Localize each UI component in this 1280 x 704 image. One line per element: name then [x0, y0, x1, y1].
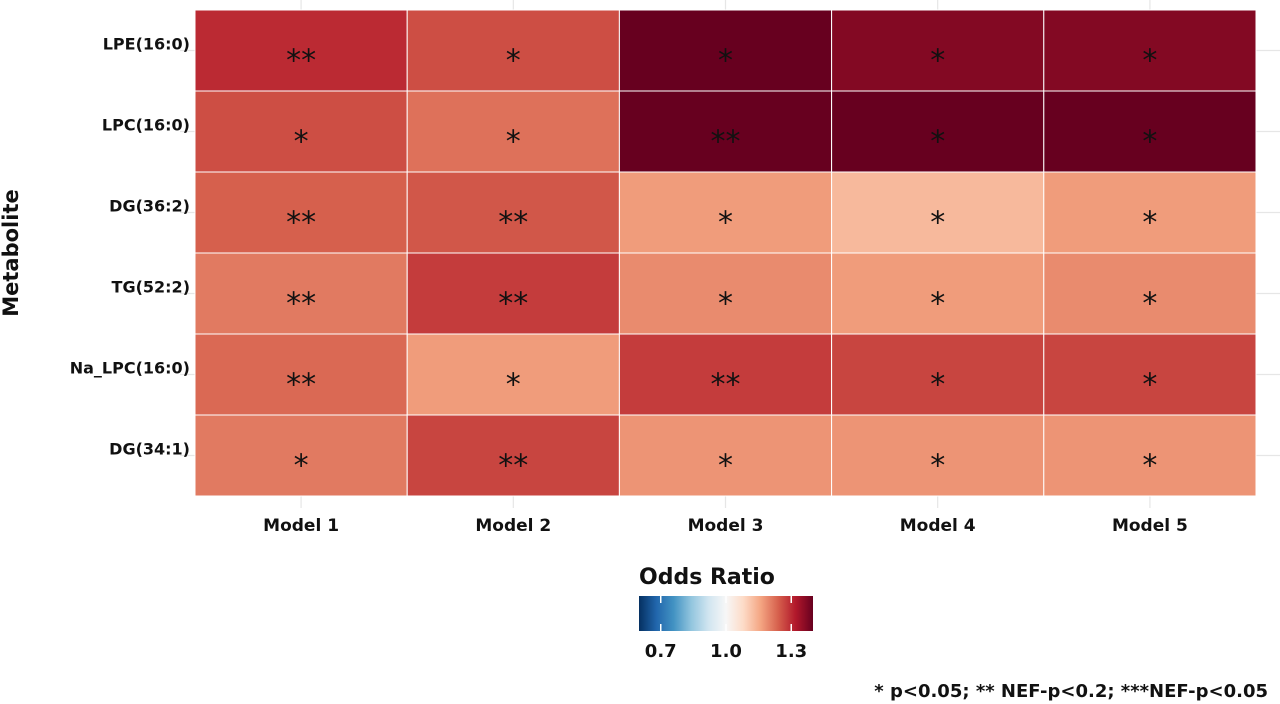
y-axis-ticks: LPE(16:0) LPC(16:0) DG(36:2) TG(52:2) Na_LPC… [70, 35, 190, 459]
heatmap-cell [831, 333, 1045, 416]
cell-annotation: * [1142, 449, 1157, 484]
cell-annotation: * [930, 287, 945, 322]
heatmap-cell [194, 171, 408, 254]
cell-annotation: * [930, 206, 945, 241]
heatmap-cell [194, 333, 408, 416]
heatmap-cell [618, 171, 833, 254]
legend-tick-label: 0.7 [645, 641, 677, 662]
heatmap-cell [831, 171, 1045, 254]
heatmap-cell [406, 414, 620, 497]
heatmap-cell [194, 252, 408, 335]
legend-title: Odds Ratio [639, 565, 775, 590]
cell-annotation: ** [498, 287, 528, 322]
cell-annotation: ** [286, 206, 316, 241]
cell-annotation: * [930, 44, 945, 79]
cell-annotation: ** [498, 449, 528, 484]
cell-annotation: * [718, 449, 733, 484]
y-tick-label: DG(36:2) [109, 197, 190, 216]
heatmap-cell [1043, 90, 1257, 173]
x-tick-label: Model 2 [475, 516, 551, 536]
cell-annotation: ** [286, 287, 316, 322]
footnote: * p<0.05; ** NEF-p<0.2; ***NEF-p<0.05 [874, 681, 1268, 702]
cell-annotation: * [506, 125, 521, 160]
cell-annotation: * [718, 44, 733, 79]
heatmap-cell [406, 171, 620, 254]
cell-annotation: * [930, 449, 945, 484]
y-tick-label: DG(34:1) [109, 440, 190, 459]
x-tick-label: Model 5 [1112, 516, 1188, 536]
y-tick-label: LPE(16:0) [103, 35, 190, 54]
y-tick-label: TG(52:2) [112, 278, 190, 297]
heatmap-cell [194, 90, 408, 173]
cell-annotation: ** [711, 368, 741, 403]
heatmap-cell [618, 333, 833, 416]
heatmap-cell [831, 414, 1045, 497]
cell-annotation: ** [711, 125, 741, 160]
cell-annotation: * [1142, 206, 1157, 241]
cell-annotation: ** [286, 44, 316, 79]
y-tick-label: LPC(16:0) [102, 116, 190, 135]
cell-annotation: * [1142, 368, 1157, 403]
y-axis-label: Metabolite [0, 189, 23, 317]
cell-annotation: * [718, 206, 733, 241]
heatmap-cell [194, 9, 408, 92]
cell-annotation: * [1142, 287, 1157, 322]
significance-annotations: ** * * * ** * ** * *** ** * * *** ** * * *** * ** * ** ** * * * [286, 44, 1157, 484]
heatmap-cell [1043, 171, 1257, 254]
heatmap-cell [1043, 414, 1257, 497]
cell-annotation: * [930, 125, 945, 160]
cell-annotation: * [294, 125, 309, 160]
heatmap-cells [194, 9, 1257, 497]
x-axis-ticks: Model 1 Model 2 Model 3 Model 4 Model 5 [263, 516, 1188, 536]
cell-annotation: * [930, 368, 945, 403]
x-tick-label: Model 3 [688, 516, 764, 536]
legend-tick-label: 1.3 [775, 641, 807, 662]
legend-ticks: 0.7 1.0 1.3 [645, 596, 807, 662]
heatmap-cell [1043, 252, 1257, 335]
heatmap-cell [406, 252, 620, 335]
cell-annotation: * [1142, 125, 1157, 160]
cell-annotation: ** [286, 368, 316, 403]
cell-annotation: ** [498, 206, 528, 241]
heatmap-cell [194, 414, 408, 497]
y-tick-label: Na_LPC(16:0) [70, 359, 190, 378]
heatmap-cell [618, 252, 833, 335]
heatmap-cell [831, 90, 1045, 173]
heatmap-cell [406, 9, 620, 92]
cell-annotation: * [294, 449, 309, 484]
cell-annotation: * [506, 368, 521, 403]
color-legend: Odds Ratio 0.7 1.0 1.3 [639, 565, 813, 662]
cell-annotation: * [718, 287, 733, 322]
x-tick-label: Model 1 [263, 516, 339, 536]
cell-annotation: * [506, 44, 521, 79]
heatmap-cell [1043, 9, 1257, 92]
heatmap-cell [406, 333, 620, 416]
heatmap-cell [406, 90, 620, 173]
heatmap-cell [831, 252, 1045, 335]
heatmap-cell [618, 9, 833, 92]
x-tick-label: Model 4 [900, 516, 976, 536]
heatmap-cell [831, 9, 1045, 92]
cell-annotation: * [1142, 44, 1157, 79]
legend-tick-label: 1.0 [710, 641, 742, 662]
